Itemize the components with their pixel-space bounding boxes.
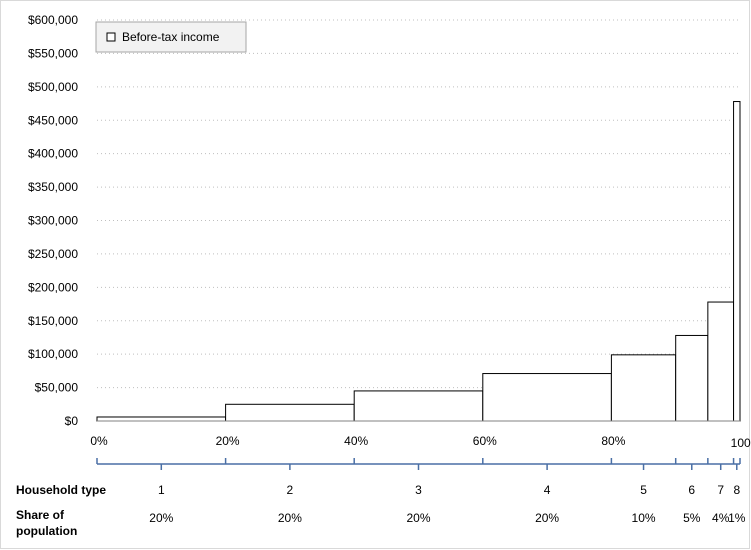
share-label: 5% [683, 511, 701, 525]
y-tick-label: $250,000 [28, 247, 78, 261]
bar [225, 403, 355, 422]
y-tick-label: $600,000 [28, 13, 78, 27]
bar [610, 354, 677, 422]
y-tick-label: $400,000 [28, 147, 78, 161]
x-tick-label: 80% [601, 434, 625, 448]
household-type-label: 3 [415, 483, 422, 497]
legend-swatch [106, 32, 116, 42]
bar [353, 390, 484, 422]
x-tick-label: 20% [216, 434, 240, 448]
household-type-row-label: Household type [16, 483, 106, 497]
y-tick-label: $150,000 [28, 314, 78, 328]
bar [96, 416, 227, 422]
y-tick-label: $100,000 [28, 347, 78, 361]
y-tick-label: $300,000 [28, 214, 78, 228]
household-type-label: 1 [158, 483, 165, 497]
x-tick-label: 100% [731, 436, 751, 450]
y-tick-label: $50,000 [35, 381, 79, 395]
bar [707, 301, 735, 422]
x-axis: 0% 20% 40% 60% 80% 100% [90, 420, 751, 450]
x-tick-label: 40% [344, 434, 368, 448]
household-type-label: 4 [544, 483, 551, 497]
x-tick-label: 60% [473, 434, 497, 448]
household-type-label: 2 [287, 483, 294, 497]
share-label: 20% [149, 511, 173, 525]
y-tick-label: $350,000 [28, 180, 78, 194]
share-row-label-line1: Share of [16, 508, 65, 522]
brackets [96, 458, 741, 470]
share-label: 20% [535, 511, 559, 525]
bar [733, 101, 741, 422]
legend-entry-before-tax-income: Before-tax income [122, 30, 220, 44]
x-tick-label: 0% [90, 434, 108, 448]
bar [482, 373, 612, 422]
share-label: 1% [728, 511, 746, 525]
bars [96, 101, 741, 422]
y-tick-label: $550,000 [28, 46, 78, 60]
share-label: 20% [278, 511, 302, 525]
household-type-label: 5 [640, 483, 647, 497]
y-tick-label: $200,000 [28, 280, 78, 294]
household-type-label: 8 [733, 483, 740, 497]
y-tick-label: $450,000 [28, 113, 78, 127]
y-tick-label: $500,000 [28, 80, 78, 94]
population-table: Household type Share of population 1 20% 2… [16, 483, 746, 538]
legend-box [95, 21, 247, 53]
y-axis: $0 $50,000 $100,000 $150,000 $200,000 $250,00… [28, 13, 78, 428]
household-type-label: 6 [688, 483, 695, 497]
share-label: 10% [632, 511, 656, 525]
legend: Before-tax income [95, 21, 247, 53]
share-label: 20% [406, 511, 430, 525]
share-label: 4% [712, 511, 730, 525]
household-type-label: 7 [717, 483, 724, 497]
bar [675, 334, 709, 422]
share-row-label-line2: population [16, 524, 77, 538]
y-tick-label: $0 [65, 414, 79, 428]
